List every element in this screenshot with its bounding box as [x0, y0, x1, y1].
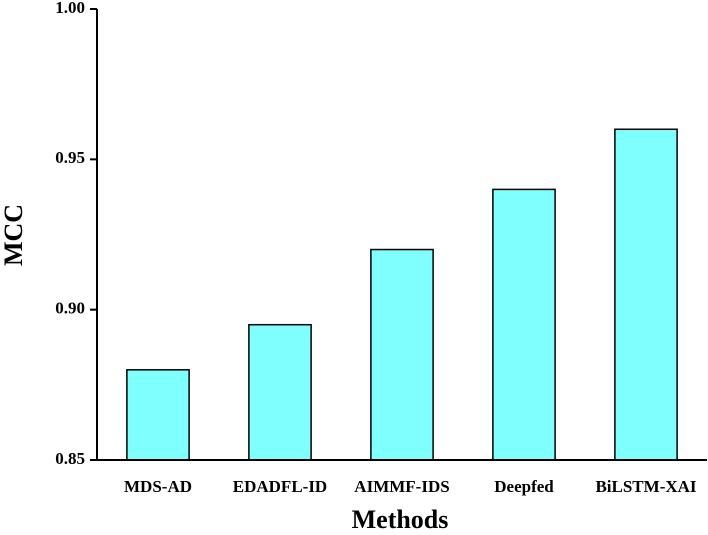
y-axis-title: MCC: [0, 204, 28, 266]
x-tick-label: AIMMF-IDS: [354, 477, 449, 496]
x-tick-label: EDADFL-ID: [233, 477, 327, 496]
x-tick-label: BiLSTM-XAI: [595, 477, 696, 496]
x-tick-label: Deepfed: [494, 477, 554, 496]
bar: [370, 248, 434, 461]
y-tick-label: 1.00: [55, 0, 85, 17]
y-tick-label: 0.90: [55, 299, 85, 318]
y-tick-label: 0.95: [55, 148, 85, 167]
bar: [126, 369, 190, 461]
x-tick-label: MDS-AD: [124, 477, 192, 496]
bar: [614, 128, 678, 461]
x-axis-title: Methods: [352, 505, 449, 534]
bar: [492, 188, 556, 461]
y-tick-label: 0.85: [55, 449, 85, 468]
bar: [248, 323, 312, 461]
